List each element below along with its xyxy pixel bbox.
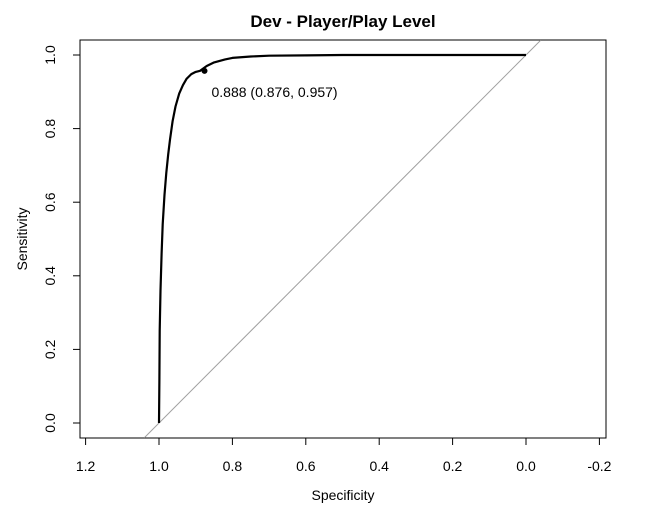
plot-frame xyxy=(79,39,607,439)
threshold-point xyxy=(201,67,208,74)
x-tick-label: 0.8 xyxy=(223,458,243,474)
y-tick-label: 0.8 xyxy=(42,119,58,139)
chart-title: Dev - Player/Play Level xyxy=(250,12,435,31)
y-tick-label: 0.4 xyxy=(42,266,58,286)
y-tick-label: 0.0 xyxy=(42,413,58,433)
reference-diagonal-line xyxy=(143,39,542,439)
roc-curve-line xyxy=(157,53,526,424)
y-axis: 0.0 0.2 0.4 0.6 0.8 1.0 xyxy=(42,45,80,433)
x-tick-label: 0.6 xyxy=(296,458,316,474)
y-tick-label: 0.6 xyxy=(42,192,58,212)
y-axis-label: Sensitivity xyxy=(14,207,30,270)
x-axis: 1.2 1.0 0.8 0.6 0.4 0.2 0.0 -0.2 xyxy=(76,438,612,474)
x-tick-label: 0.2 xyxy=(443,458,463,474)
x-tick-label: 1.0 xyxy=(149,458,169,474)
x-tick-label: 0.0 xyxy=(516,458,536,474)
x-tick-label: -0.2 xyxy=(587,458,611,474)
x-tick-label: 0.4 xyxy=(369,458,389,474)
y-tick-label: 1.0 xyxy=(42,45,58,65)
x-tick-label: 1.2 xyxy=(76,458,96,474)
x-axis-label: Specificity xyxy=(311,487,374,503)
threshold-annotation: 0.888 (0.876, 0.957) xyxy=(212,84,338,100)
y-tick-label: 0.2 xyxy=(42,339,58,359)
